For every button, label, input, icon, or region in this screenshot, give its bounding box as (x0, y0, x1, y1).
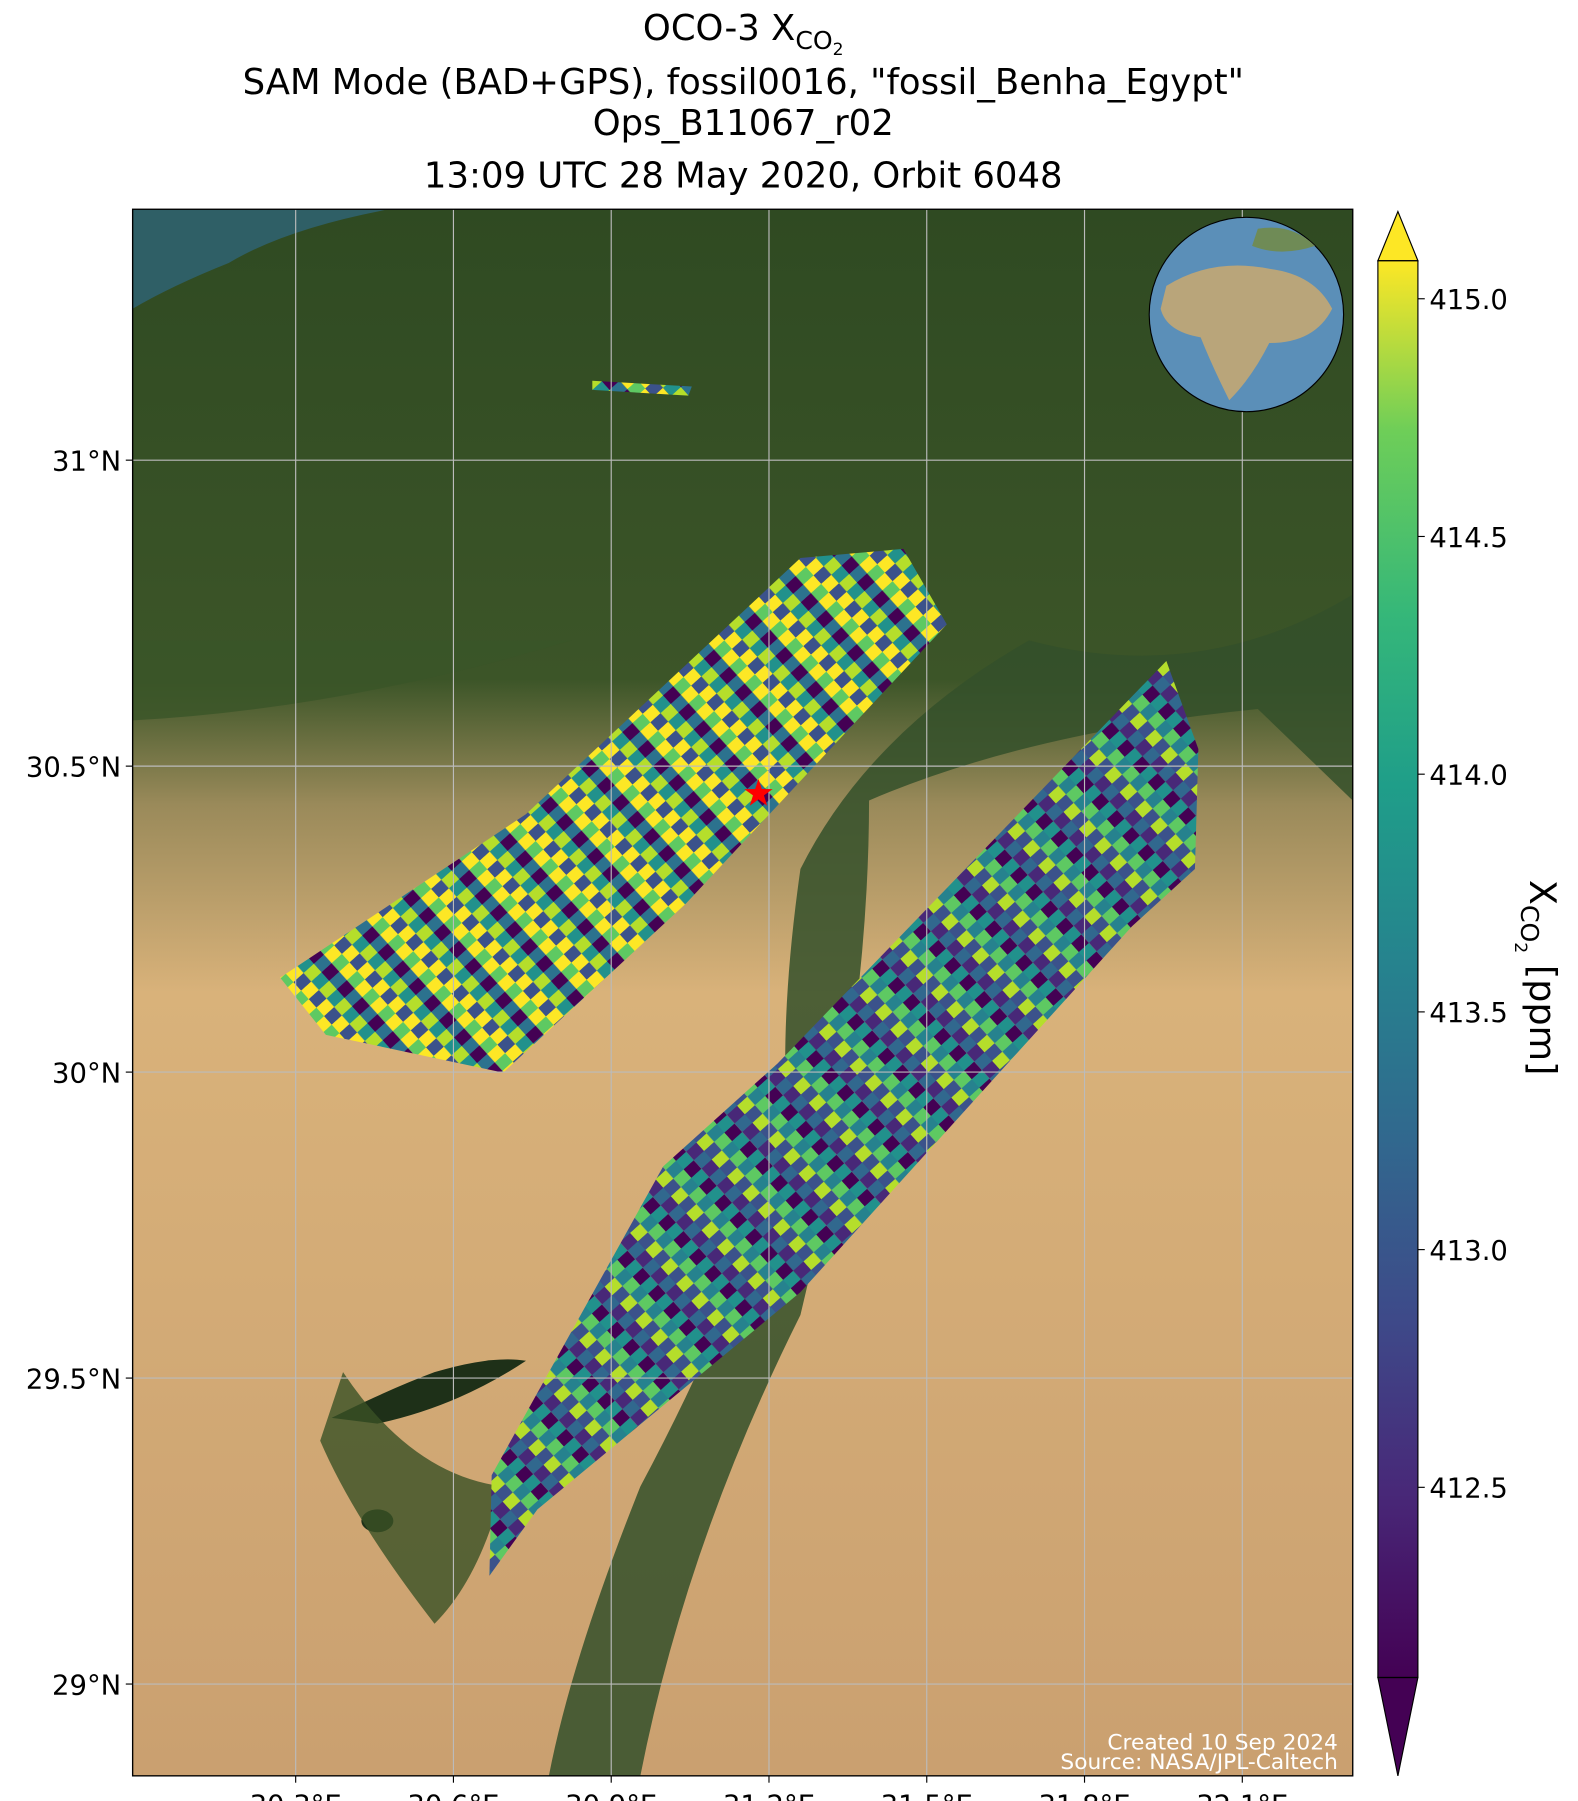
colorbar: XCO2 [ppm] 412.5 413.0 413.5 414.0 414.5 415.… (1377, 210, 1564, 1776)
site-marker (744, 778, 773, 806)
title-line: SAM Mode (BAD+GPS), fossil0016, "fossil_… (243, 62, 1244, 103)
cbar-unit: [ppm] (1521, 953, 1564, 1075)
credit: Source: NASA/JPL-Caltech (1060, 1750, 1337, 1775)
y-tick-label: 31°N (52, 446, 121, 477)
title-subsub: 2 (833, 40, 844, 60)
y-tick-label: 30°N (52, 1058, 121, 1089)
title-line: OCO-3 XCO2 (643, 8, 844, 60)
swath (592, 380, 692, 396)
title-line: Ops_B11067_r02 (593, 103, 894, 144)
x-tick-label: 30.3°E (250, 1791, 342, 1801)
colorbar-body (1377, 260, 1418, 1678)
x-tick-label: 31.8°E (1038, 1791, 1130, 1801)
colorbar-extend (1377, 210, 1419, 262)
colorbar-extend (1377, 1676, 1419, 1776)
y-tick-label: 29.5°N (26, 1364, 121, 1395)
colorbar-label: XCO2 [ppm] (1510, 880, 1564, 1076)
credit: Created 10 Sep 2024 (1107, 1731, 1338, 1756)
inset-globe (1148, 216, 1345, 413)
colorbar-tick-label: 413.0 (1429, 1236, 1508, 1267)
x-tick-label: 32.1°E (1196, 1791, 1288, 1801)
title-sub: CO (795, 26, 832, 55)
colorbar-tick-label: 414.5 (1429, 523, 1508, 554)
swath (280, 548, 947, 1073)
x-tick-label: 31.5°E (881, 1791, 973, 1801)
y-tick-label: 29°N (52, 1670, 121, 1701)
cbar-text: X (1521, 880, 1564, 905)
colorbar-tick-label: 414.0 (1429, 760, 1508, 791)
y-tick-label: 30.5°N (26, 752, 121, 783)
colorbar-tick-label: 415.0 (1429, 285, 1508, 316)
x-tick-label: 31.2°E (723, 1791, 815, 1801)
colorbar-tick-label: 413.5 (1429, 998, 1508, 1029)
x-tick-label: 30.6°E (407, 1791, 499, 1801)
title-text: OCO-3 X (643, 8, 795, 49)
colorbar-frame (1377, 260, 1419, 1679)
colorbar-tick-label: 412.5 (1429, 1474, 1508, 1505)
title-line: 13:09 UTC 28 May 2020, Orbit 6048 (424, 156, 1063, 197)
cbar-subsub: 2 (1510, 942, 1530, 953)
grid (132, 209, 1353, 1776)
axes-frame (131, 208, 1354, 1777)
cbar-sub: CO (1515, 905, 1544, 942)
swath (489, 660, 1199, 1576)
x-tick-label: 30.9°E (565, 1791, 657, 1801)
